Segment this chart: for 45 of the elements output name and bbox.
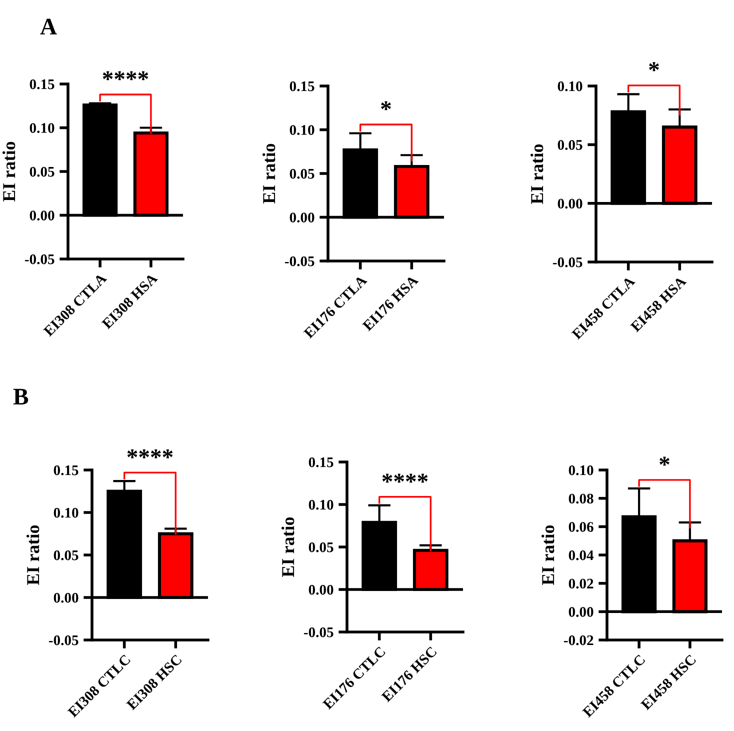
- text: *: [660, 456, 670, 466]
- y-tick-label: 0.10: [30, 123, 54, 134]
- y-tick-label: 0.00: [308, 584, 334, 595]
- y-tick-label: 0.00: [30, 210, 54, 221]
- y-tick-label: 0.15: [54, 465, 78, 476]
- text: B: [13, 388, 28, 404]
- y-tick-label: -0.05: [284, 256, 314, 266]
- text: ****: [127, 449, 173, 458]
- y-tick-label: 0.10: [54, 508, 78, 518]
- y-tick-label: 0.08: [568, 494, 594, 504]
- y-tick-label: 0.00: [290, 212, 314, 223]
- y-tick-label: -0.05: [304, 627, 334, 638]
- y-tick-label: 0.06: [568, 522, 594, 532]
- y-tick-label: 0.15: [290, 81, 314, 92]
- y-tick-label: -0.05: [24, 254, 54, 264]
- y-tick-label: 0.05: [30, 166, 54, 177]
- y-axis-title: EI ratio: [262, 144, 276, 204]
- annotation: *: [381, 101, 391, 110]
- y-tick-label: 0.05: [54, 550, 78, 560]
- y-tick-label: 0.10: [308, 500, 334, 510]
- text: *: [649, 62, 659, 72]
- y-tick-label: 0.15: [308, 457, 334, 468]
- y-axis-title: EI ratio: [2, 142, 16, 202]
- y-tick-label: 0.05: [290, 168, 314, 179]
- y-tick-label: 0.04: [568, 550, 594, 560]
- y-axis-title: EI ratio: [530, 144, 544, 204]
- annotation: ****: [382, 474, 428, 483]
- y-tick-label: 0.00: [54, 592, 78, 603]
- y-tick-label: 0.02: [568, 578, 594, 589]
- y-axis-title: EI ratio: [282, 517, 294, 578]
- y-tick-label: 0.10: [290, 125, 314, 136]
- y-tick-label: 0.10: [558, 81, 582, 92]
- y-tick-label: 0.05: [558, 140, 582, 150]
- y-tick-label: -0.05: [48, 635, 78, 646]
- y-axis-title: EI ratio: [26, 525, 40, 586]
- y-tick-label: 0.10: [568, 465, 594, 476]
- y-tick-label: 0.15: [30, 79, 54, 90]
- y-axis-title: EI ratio: [542, 525, 554, 586]
- y-tick-label: -0.02: [564, 635, 594, 646]
- text: A: [40, 18, 57, 34]
- y-tick-label: 0.00: [558, 198, 582, 209]
- y-tick-label: 0.00: [568, 607, 594, 617]
- y-tick-label: -0.05: [552, 257, 582, 268]
- text: ****: [102, 71, 148, 80]
- y-tick-label: 0.05: [308, 542, 334, 552]
